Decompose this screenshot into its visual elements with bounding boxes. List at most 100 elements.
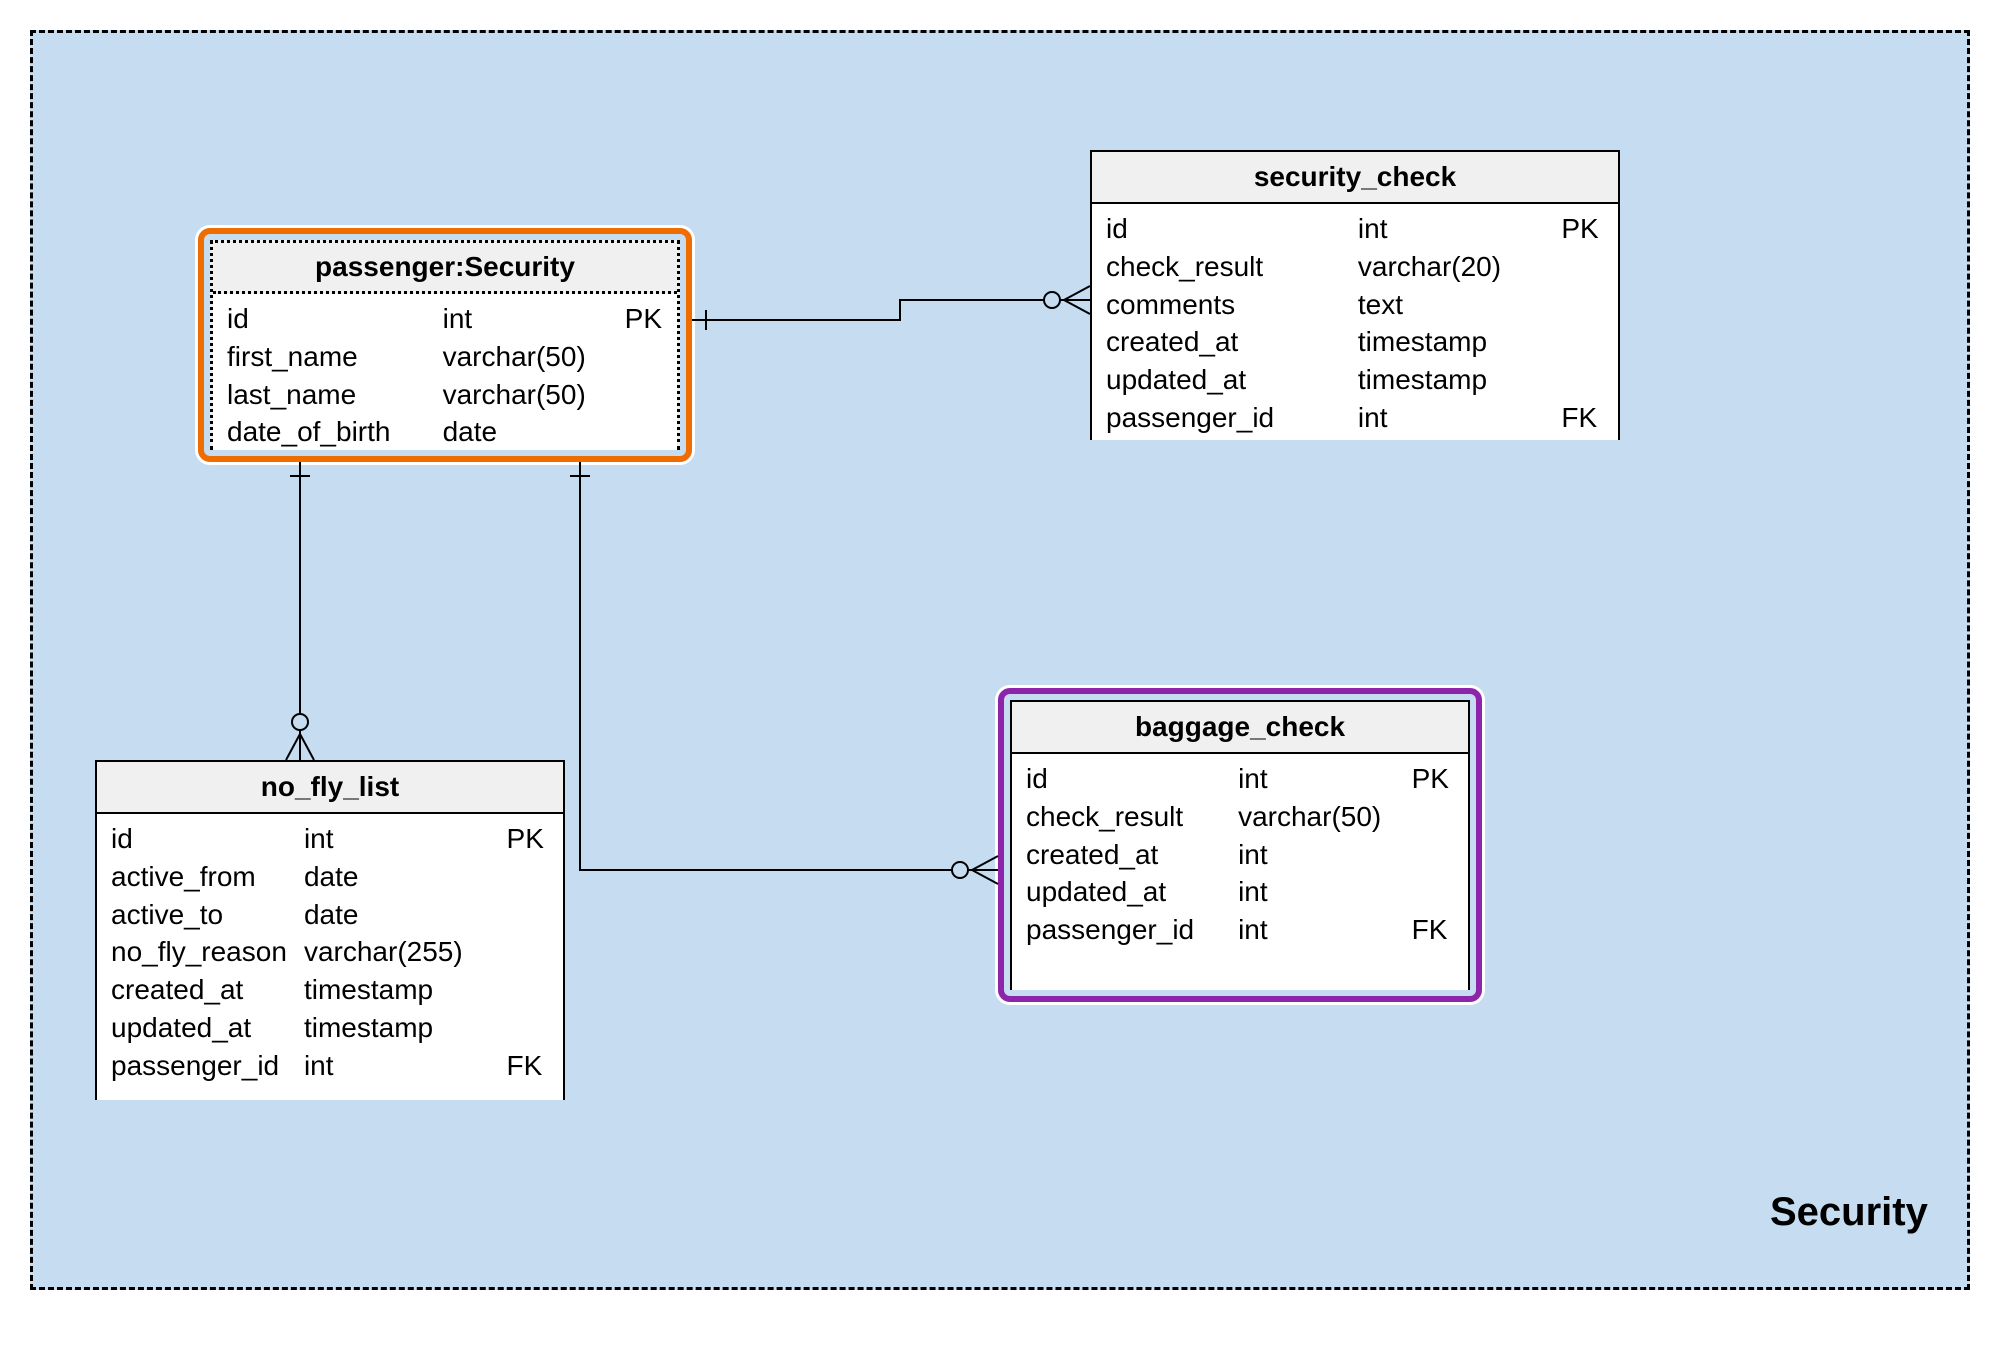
- column-name: updated_at: [1106, 361, 1358, 399]
- column-key: [507, 858, 549, 896]
- column-type: date: [443, 413, 625, 451]
- column-type: int: [1358, 399, 1561, 437]
- column-key: FK: [1561, 399, 1604, 437]
- entity-baggage-check: baggage_check idintPKcheck_resultvarchar…: [1010, 700, 1470, 990]
- column-key: [625, 376, 663, 414]
- entity-body: idintPKcheck_resultvarchar(50)created_at…: [1012, 754, 1468, 990]
- column-type: int: [1238, 836, 1412, 874]
- column-row: idintPK: [111, 820, 549, 858]
- column-row: passenger_idintFK: [1026, 911, 1454, 949]
- column-type: timestamp: [1358, 323, 1561, 361]
- column-row: updated_attimestamp: [111, 1009, 549, 1047]
- column-row: last_namevarchar(50): [227, 376, 663, 414]
- column-type: int: [1238, 873, 1412, 911]
- entity-body: idintPKfirst_namevarchar(50)last_namevar…: [213, 294, 677, 450]
- column-key: [1412, 798, 1454, 836]
- column-name: comments: [1106, 286, 1358, 324]
- column-key: [625, 413, 663, 451]
- column-type: int: [1238, 760, 1412, 798]
- column-key: [1412, 836, 1454, 874]
- column-name: active_from: [111, 858, 304, 896]
- column-row: commentstext: [1106, 286, 1604, 324]
- column-key: PK: [625, 300, 663, 338]
- column-row: check_resultvarchar(50): [1026, 798, 1454, 836]
- column-name: updated_at: [111, 1009, 304, 1047]
- column-key: PK: [507, 820, 549, 858]
- column-key: [507, 971, 549, 1009]
- security-region-label: Security: [1770, 1190, 1928, 1235]
- column-name: passenger_id: [1026, 911, 1238, 949]
- entity-body: idintPKactive_fromdateactive_todateno_fl…: [97, 814, 563, 1100]
- column-type: varchar(20): [1358, 248, 1561, 286]
- column-row: first_namevarchar(50): [227, 338, 663, 376]
- column-row: passenger_idintFK: [111, 1047, 549, 1085]
- column-key: FK: [1412, 911, 1454, 949]
- column-name: passenger_id: [1106, 399, 1358, 437]
- column-type: varchar(50): [1238, 798, 1412, 836]
- column-row: created_attimestamp: [1106, 323, 1604, 361]
- entity-title: passenger:Security: [213, 243, 677, 294]
- column-type: int: [304, 1047, 507, 1085]
- column-row: created_atint: [1026, 836, 1454, 874]
- column-row: idintPK: [227, 300, 663, 338]
- entity-security-check: security_check idintPKcheck_resultvarcha…: [1090, 150, 1620, 440]
- column-key: [1561, 248, 1604, 286]
- column-row: date_of_birthdate: [227, 413, 663, 451]
- er-diagram-canvas: Security passenger:Security idintPKfirst…: [0, 0, 1999, 1369]
- column-key: [1561, 361, 1604, 399]
- column-type: int: [304, 820, 507, 858]
- column-name: last_name: [227, 376, 443, 414]
- column-key: [507, 896, 549, 934]
- column-name: no_fly_reason: [111, 933, 304, 971]
- column-name: id: [111, 820, 304, 858]
- column-key: [1561, 286, 1604, 324]
- column-type: int: [1238, 911, 1412, 949]
- column-type: varchar(50): [443, 338, 625, 376]
- entity-title: security_check: [1092, 152, 1618, 204]
- security-region: [30, 30, 1970, 1290]
- column-name: active_to: [111, 896, 304, 934]
- entity-body: idintPKcheck_resultvarchar(20)commentste…: [1092, 204, 1618, 440]
- column-type: int: [443, 300, 625, 338]
- column-type: text: [1358, 286, 1561, 324]
- column-type: varchar(255): [304, 933, 507, 971]
- column-key: [1412, 873, 1454, 911]
- column-type: date: [304, 858, 507, 896]
- column-row: active_todate: [111, 896, 549, 934]
- column-name: id: [1026, 760, 1238, 798]
- column-row: passenger_idintFK: [1106, 399, 1604, 437]
- column-key: [507, 1009, 549, 1047]
- column-row: check_resultvarchar(20): [1106, 248, 1604, 286]
- entity-title: no_fly_list: [97, 762, 563, 814]
- entity-title: baggage_check: [1012, 702, 1468, 754]
- column-row: updated_atint: [1026, 873, 1454, 911]
- column-name: updated_at: [1026, 873, 1238, 911]
- entity-passenger-security: passenger:Security idintPKfirst_namevarc…: [210, 240, 680, 450]
- column-key: [625, 338, 663, 376]
- column-type: timestamp: [1358, 361, 1561, 399]
- column-key: PK: [1561, 210, 1604, 248]
- column-name: created_at: [111, 971, 304, 1009]
- column-type: varchar(50): [443, 376, 625, 414]
- column-name: check_result: [1106, 248, 1358, 286]
- column-key: PK: [1412, 760, 1454, 798]
- column-type: timestamp: [304, 1009, 507, 1047]
- entity-no-fly-list: no_fly_list idintPKactive_fromdateactive…: [95, 760, 565, 1100]
- column-name: date_of_birth: [227, 413, 443, 451]
- column-key: [507, 933, 549, 971]
- column-name: created_at: [1106, 323, 1358, 361]
- column-key: [1561, 323, 1604, 361]
- column-name: first_name: [227, 338, 443, 376]
- column-row: idintPK: [1106, 210, 1604, 248]
- column-key: FK: [507, 1047, 549, 1085]
- column-type: int: [1358, 210, 1561, 248]
- column-name: id: [1106, 210, 1358, 248]
- column-row: updated_attimestamp: [1106, 361, 1604, 399]
- column-name: id: [227, 300, 443, 338]
- column-name: check_result: [1026, 798, 1238, 836]
- column-row: idintPK: [1026, 760, 1454, 798]
- column-row: active_fromdate: [111, 858, 549, 896]
- column-type: date: [304, 896, 507, 934]
- column-row: no_fly_reasonvarchar(255): [111, 933, 549, 971]
- column-type: timestamp: [304, 971, 507, 1009]
